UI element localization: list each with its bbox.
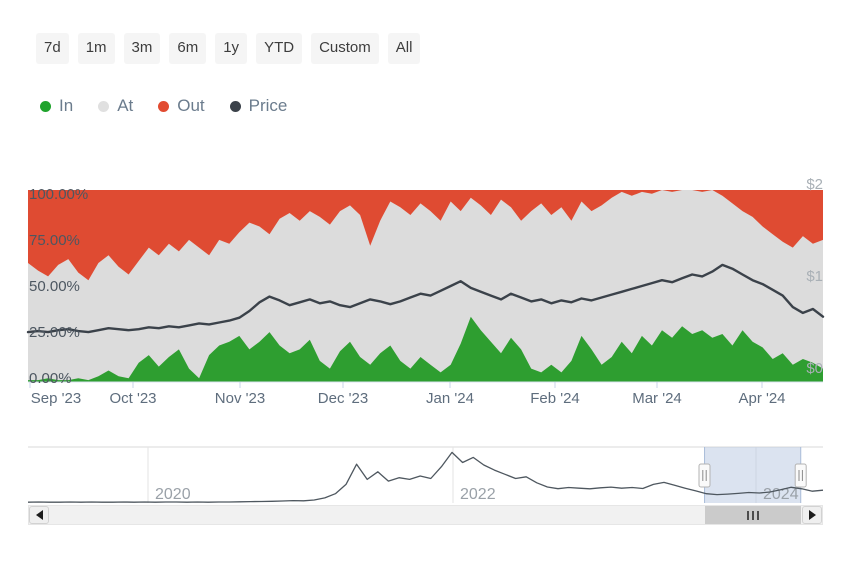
time-range-bar: 7d 1m 3m 6m 1y YTD Custom All [36, 33, 421, 64]
legend-item-at[interactable]: At [98, 96, 133, 116]
legend-item-in[interactable]: In [40, 96, 73, 116]
y-axis-label-0: 0.00% [29, 370, 72, 387]
scrollbar-thumb[interactable] [705, 506, 801, 524]
x-axis-label-feb: Feb '24 [530, 390, 580, 407]
navigator-chart[interactable]: 2020 2022 2024 [0, 445, 850, 505]
legend-label-price: Price [248, 96, 288, 115]
out-dot-icon [158, 100, 170, 112]
range-button-1m[interactable]: 1m [77, 33, 115, 64]
range-button-custom[interactable]: Custom [311, 33, 379, 64]
x-axis-ticks [29, 382, 763, 388]
scrollbar[interactable] [28, 505, 823, 525]
selection-region[interactable] [704, 447, 801, 503]
legend-item-out[interactable]: Out [158, 96, 205, 116]
scroll-left-button[interactable] [29, 506, 49, 524]
price-dot-icon [229, 100, 241, 112]
range-button-ytd[interactable]: YTD [256, 33, 303, 64]
price-axis-label-2: $2 [806, 176, 823, 193]
navigator-line [27, 451, 824, 503]
y-axis-label-50: 50.00% [29, 278, 80, 295]
price-line [26, 263, 825, 334]
right-arrow-icon [808, 510, 816, 520]
main-chart[interactable]: 100.00% 75.00% 50.00% 25.00% 0.00% $2 $1… [0, 170, 850, 410]
in-area [28, 316, 823, 382]
scroll-right-button[interactable] [802, 506, 822, 524]
year-label-2024: 2024 [763, 486, 799, 503]
at-area [28, 190, 823, 382]
range-button-6m[interactable]: 6m [169, 33, 207, 64]
range-button-1y[interactable]: 1y [215, 33, 248, 64]
x-axis-label-jan: Jan '24 [426, 390, 474, 407]
in-dot-icon [40, 100, 51, 112]
price-axis-label-0: $0 [806, 360, 823, 377]
x-axis-label-dec: Dec '23 [318, 390, 368, 407]
legend-label-at: At [117, 96, 134, 115]
chart-legend: In At Out Price [40, 96, 287, 116]
year-label-2020: 2020 [155, 486, 191, 503]
legend-item-price[interactable]: Price [229, 96, 288, 116]
left-arrow-icon [35, 510, 43, 520]
range-button-3m[interactable]: 3m [123, 33, 161, 64]
y-axis-label-25: 25.00% [29, 324, 80, 341]
y-axis-label-100: 100.00% [29, 186, 88, 203]
x-axis-label-apr: Apr '24 [738, 390, 785, 407]
x-axis-label-nov: Nov '23 [215, 390, 265, 407]
selection-handle-right[interactable] [794, 463, 807, 488]
legend-label-out: Out [177, 96, 205, 115]
legend-label-in: In [59, 96, 74, 115]
x-axis-label-sep: Sep '23 [31, 390, 81, 407]
year-label-2022: 2022 [460, 486, 496, 503]
selection-handle-left[interactable] [698, 463, 711, 488]
range-button-all[interactable]: All [387, 33, 421, 64]
x-axis-label-oct: Oct '23 [109, 390, 156, 407]
range-button-7d[interactable]: 7d [36, 33, 69, 64]
x-axis-label-mar: Mar '24 [632, 390, 682, 407]
at-dot-icon [98, 100, 110, 112]
y-axis-label-75: 75.00% [29, 232, 80, 249]
price-axis-label-1: $1 [806, 268, 823, 285]
grip-icon [747, 510, 759, 520]
